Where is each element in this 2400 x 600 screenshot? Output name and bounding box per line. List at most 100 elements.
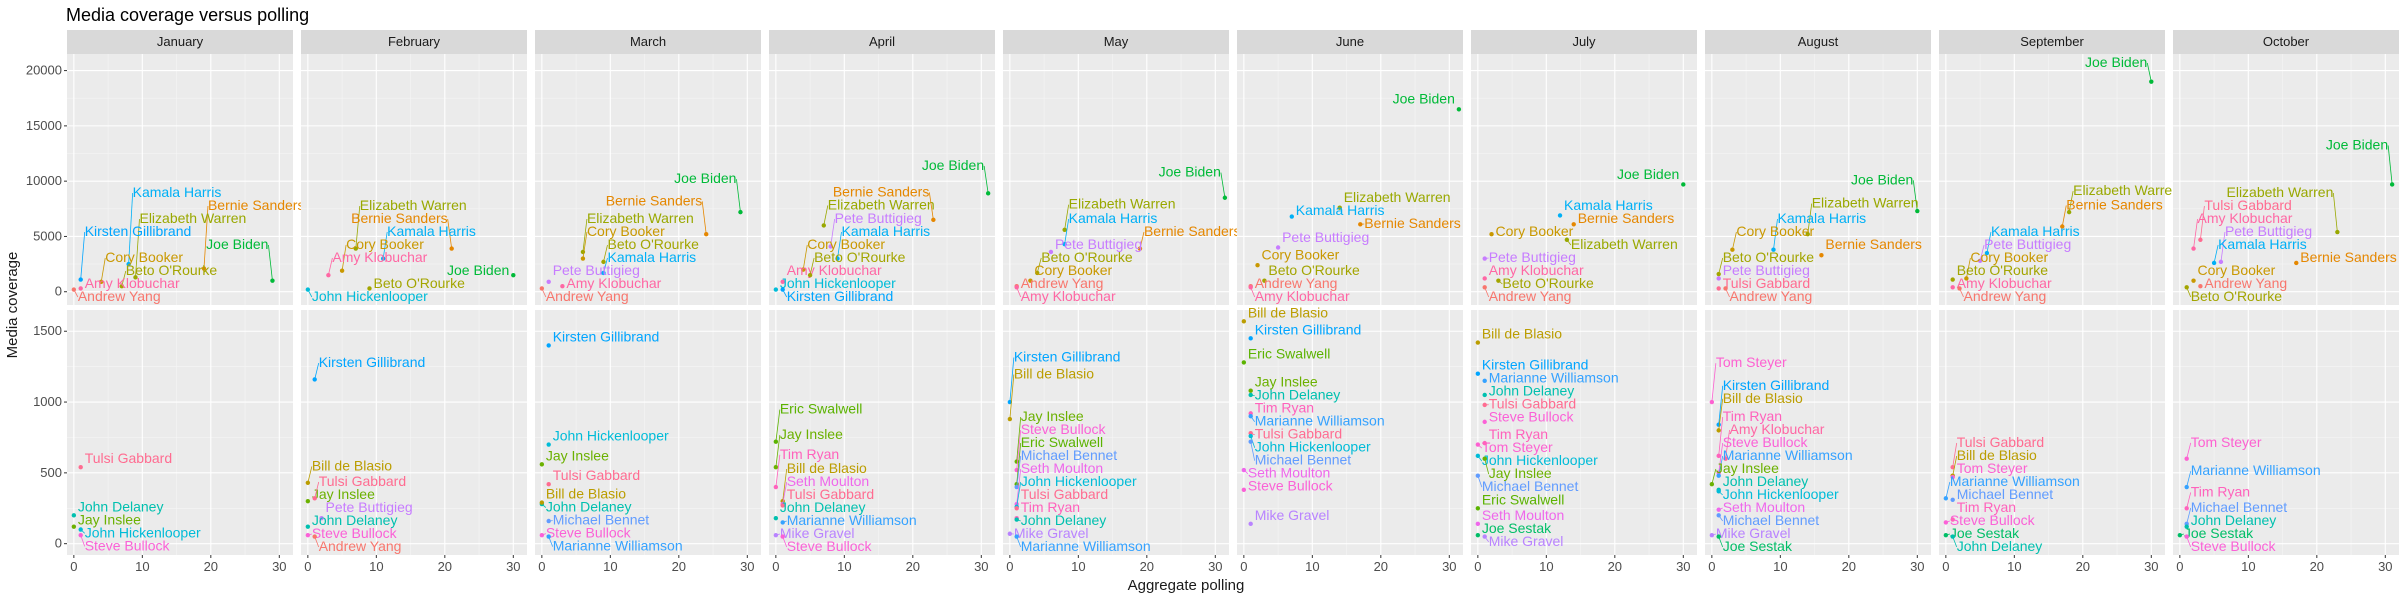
strip-march (535, 30, 761, 54)
point-label-michael-bennet: Michael Bennet (1723, 512, 1820, 528)
point-label-eric-swalwell: Eric Swalwell (1021, 434, 1103, 450)
point-label-bernie-sanders: Bernie Sanders (1364, 215, 1461, 231)
point-label-amy-klobuchar: Amy Klobuchar (1255, 288, 1350, 304)
point-label-steve-bullock: Steve Bullock (1723, 434, 1809, 450)
label-leader-michael-bennet (1718, 515, 1724, 522)
point-label-tulsi-gabbard: Tulsi Gabbard (553, 467, 640, 483)
point-label-bernie-sanders: Bernie Sanders (1144, 223, 1241, 239)
label-leader-john-delaney (1016, 519, 1021, 522)
x-tick-label: 0 (1240, 559, 1247, 574)
point-label-bill-de-blasio: Bill de Blasio (787, 460, 867, 476)
label-leader-tim-ryan (2186, 492, 2192, 509)
data-point-jay-inslee (1482, 456, 1487, 461)
label-leader-mike-gravel (775, 533, 780, 536)
point-label-mike-gravel: Mike Gravel (1489, 533, 1564, 549)
label-leader-joe-biden (1220, 172, 1226, 198)
y-tick-label: 1000 (33, 394, 62, 409)
data-point-joe-biden (1681, 182, 1686, 187)
data-point-andrew-yang (539, 286, 545, 291)
label-leader-jay-inslee (1484, 458, 1490, 475)
point-label-eric-swalwell: Eric Swalwell (1248, 345, 1330, 361)
point-label-tulsi-gabbard: Tulsi Gabbard (1021, 486, 1108, 502)
data-point-tim-ryan (1482, 440, 1487, 446)
label-leader-eric-swalwell (775, 409, 781, 442)
point-label-elizabeth-warren: Elizabeth Warren (1571, 236, 1678, 252)
data-point-beto-o-rourke (2184, 285, 2189, 290)
panel-background (1471, 54, 1697, 305)
data-point-cory-booker (1489, 232, 1494, 237)
label-leader-beto-o-rourke (1498, 280, 1503, 285)
point-label-tom-steyer: Tom Steyer (2191, 434, 2262, 450)
panel-background (535, 54, 761, 305)
point-label-tim-ryan: Tim Ryan (1489, 426, 1548, 442)
point-label-beto-o-rourke: Beto O'Rourke (814, 249, 906, 265)
strip-label-may: May (1104, 34, 1129, 49)
strip-january (67, 30, 293, 54)
panel-background (1939, 54, 2165, 305)
point-label-joe-biden: Joe Biden (206, 236, 268, 252)
point-label-jay-inslee: Jay Inslee (312, 486, 375, 502)
data-point-cory-booker (1028, 278, 1033, 283)
label-leader-joe-biden (1912, 180, 1918, 212)
label-leader-michael-bennet (1016, 455, 1022, 488)
point-label-bill-de-blasio: Bill de Blasio (1723, 390, 1803, 406)
label-leader-bill-de-blasio (307, 466, 313, 483)
label-leader-steve-bullock (80, 535, 86, 547)
x-tick-label: 10 (1305, 559, 1319, 574)
x-tick-label: 20 (1608, 559, 1622, 574)
data-point-john-delaney (1248, 392, 1253, 398)
label-leader-tim-ryan (1718, 416, 1724, 456)
point-label-tim-ryan: Tim Ryan (1723, 408, 1782, 424)
point-label-joe-sestak: Joe Sestak (1482, 520, 1552, 536)
y-tick-label: 0 (55, 536, 62, 551)
data-point-andrew-yang (1723, 286, 1728, 291)
data-point-joe-biden (511, 272, 516, 278)
label-leader-john-hickenlooper (1016, 481, 1022, 507)
x-tick-label: 10 (837, 559, 851, 574)
label-leader-bill-de-blasio (1952, 455, 1958, 476)
data-point-amy-klobuchar (326, 272, 331, 278)
point-label-tulsi-gabbard: Tulsi Gabbard (1957, 434, 2044, 450)
label-leader-tom-steyer (1711, 363, 1717, 403)
panel-october-bottom: 0 10 20 30 Tom Steyer Marianne Williamson Tim … (2173, 310, 2399, 574)
point-label-andrew-yang: Andrew Yang (1730, 288, 1813, 304)
point-label-steve-bullock: Steve Bullock (1021, 421, 1107, 437)
data-point-seth-moulton (1475, 521, 1481, 527)
x-tick-label: 20 (2310, 559, 2324, 574)
label-leader-cory-booker (341, 244, 347, 271)
data-point-john-delaney (1482, 392, 1487, 398)
label-leader-tulsi-gabbard (1250, 432, 1255, 436)
label-leader-marianne-williamson (2186, 471, 2192, 488)
data-point-amy-klobuchar (1014, 285, 1019, 290)
data-point-kirsten-gillibrand (1248, 336, 1253, 341)
point-label-bernie-sanders: Bernie Sanders (351, 210, 448, 226)
label-leader-marianne-williamson (1718, 455, 1724, 476)
y-axis-title: Media coverage (4, 252, 21, 359)
point-label-elizabeth-warren: Elizabeth Warren (1069, 196, 1176, 212)
data-point-john-delaney (305, 524, 311, 529)
point-label-andrew-yang: Andrew Yang (319, 538, 402, 554)
point-label-kamala-harris: Kamala Harris (1777, 210, 1866, 226)
data-point-tim-ryan (1950, 517, 1955, 522)
point-label-michael-bennet: Michael Bennet (1255, 452, 1352, 468)
label-leader-marianne-williamson (782, 520, 787, 523)
panel-background (1003, 54, 1229, 305)
label-leader-kamala-harris (837, 231, 842, 259)
point-label-michael-bennet: Michael Bennet (2191, 499, 2288, 515)
point-label-john-hickenlooper: John Hickenlooper (780, 275, 896, 291)
data-point-beto-o-rourke (1262, 278, 1267, 283)
point-label-jay-inslee: Jay Inslee (78, 511, 141, 527)
point-label-bernie-sanders: Bernie Sanders (2300, 249, 2397, 265)
label-leader-elizabeth-warren (582, 218, 588, 252)
panel-background (301, 54, 527, 305)
label-leader-marianne-williamson (1945, 481, 1951, 499)
point-label-elizabeth-warren: Elizabeth Warren (2073, 182, 2180, 198)
point-label-seth-moulton: Seth Moulton (1021, 460, 1104, 476)
point-label-michael-bennet: Michael Bennet (1957, 486, 2054, 502)
x-tick-label: 10 (2007, 559, 2021, 574)
point-label-tulsi-gabbard: Tulsi Gabbard (2204, 197, 2291, 213)
label-leader-andrew-yang (73, 289, 79, 298)
